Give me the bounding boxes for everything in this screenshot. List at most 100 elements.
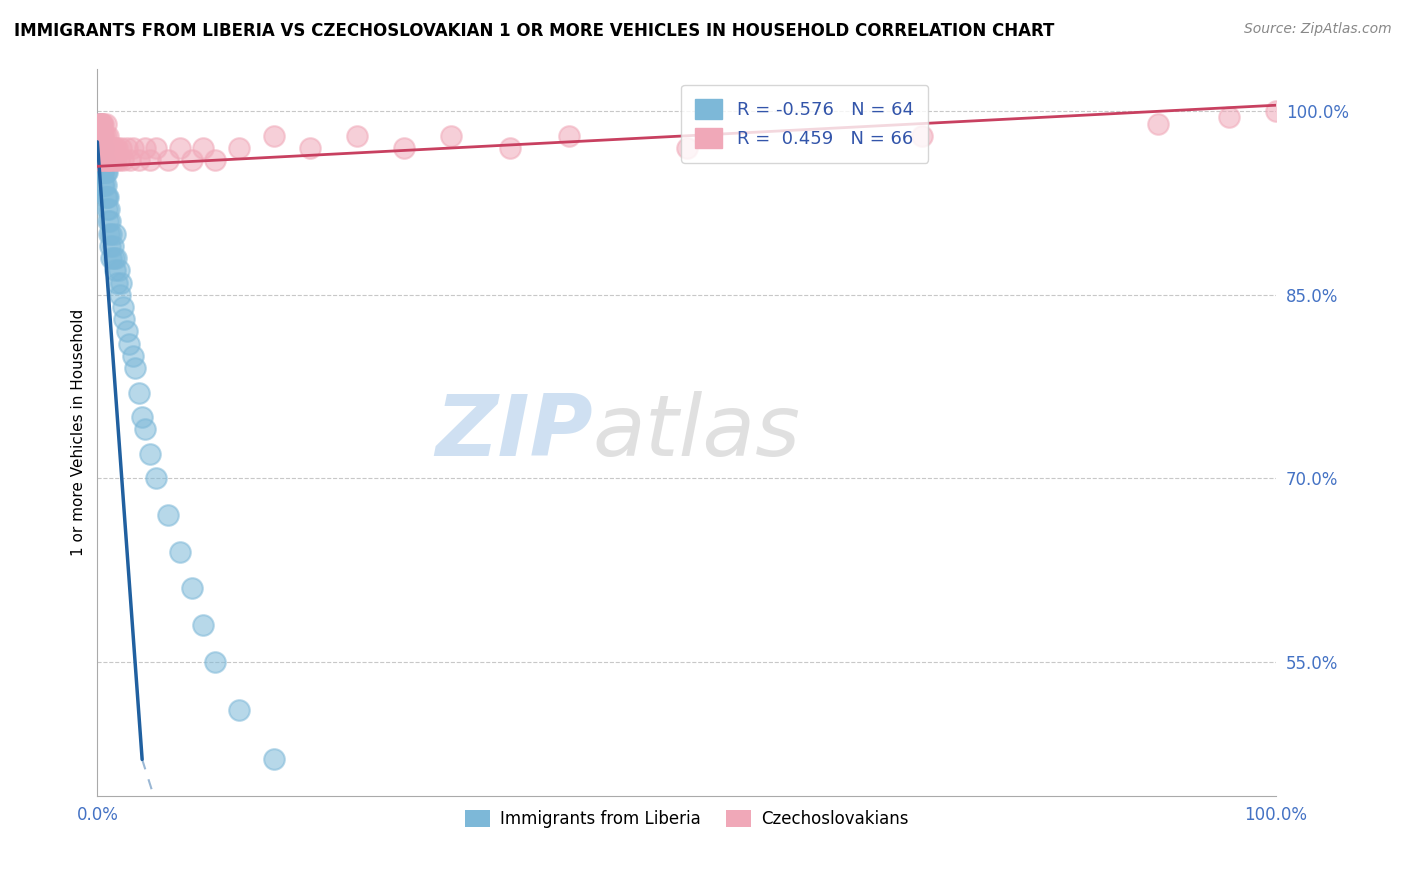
- Point: [105, 153, 128, 168]
- Point: [1147, 117, 1170, 131]
- Point: [204, 153, 226, 168]
- Point: [91, 165, 114, 179]
- Point: [87, 117, 110, 131]
- Point: [91, 141, 114, 155]
- Point: [93, 153, 115, 168]
- Point: [93, 178, 115, 192]
- Point: [98, 227, 121, 241]
- Point: [89, 128, 111, 143]
- Point: [98, 141, 121, 155]
- Point: [89, 128, 111, 143]
- Point: [298, 141, 321, 155]
- Point: [91, 153, 114, 168]
- Point: [100, 251, 122, 265]
- Point: [103, 251, 125, 265]
- Point: [97, 128, 120, 143]
- Text: Source: ZipAtlas.com: Source: ZipAtlas.com: [1244, 22, 1392, 37]
- Point: [90, 141, 112, 155]
- Point: [89, 153, 111, 168]
- Point: [90, 117, 112, 131]
- Point: [90, 165, 112, 179]
- Point: [157, 508, 180, 522]
- Point: [104, 227, 127, 241]
- Point: [128, 153, 150, 168]
- Point: [91, 128, 114, 143]
- Point: [98, 153, 121, 168]
- Point: [346, 128, 368, 143]
- Point: [90, 153, 112, 168]
- Point: [91, 141, 114, 155]
- Text: IMMIGRANTS FROM LIBERIA VS CZECHOSLOVAKIAN 1 OR MORE VEHICLES IN HOUSEHOLD CORRE: IMMIGRANTS FROM LIBERIA VS CZECHOSLOVAKI…: [14, 22, 1054, 40]
- Point: [101, 141, 124, 155]
- Point: [94, 165, 117, 179]
- Point: [91, 128, 114, 143]
- Point: [90, 117, 112, 131]
- Y-axis label: 1 or more Vehicles in Household: 1 or more Vehicles in Household: [72, 309, 86, 556]
- Point: [107, 153, 129, 168]
- Point: [558, 128, 581, 143]
- Point: [193, 141, 215, 155]
- Point: [97, 153, 120, 168]
- Point: [105, 141, 128, 155]
- Point: [103, 153, 125, 168]
- Point: [115, 325, 138, 339]
- Point: [105, 251, 128, 265]
- Point: [204, 655, 226, 669]
- Point: [97, 190, 120, 204]
- Point: [98, 141, 121, 155]
- Point: [94, 178, 117, 192]
- Point: [193, 618, 215, 632]
- Point: [90, 153, 112, 168]
- Point: [1218, 111, 1240, 125]
- Point: [228, 141, 250, 155]
- Point: [94, 190, 117, 204]
- Point: [110, 141, 132, 155]
- Point: [91, 153, 114, 168]
- Point: [96, 153, 118, 168]
- Point: [87, 117, 110, 131]
- Point: [91, 141, 114, 155]
- Point: [263, 752, 285, 766]
- Point: [98, 214, 121, 228]
- Point: [128, 385, 150, 400]
- Point: [98, 202, 121, 216]
- Legend: Immigrants from Liberia, Czechoslovakians: Immigrants from Liberia, Czechoslovakian…: [458, 804, 915, 835]
- Point: [89, 117, 111, 131]
- Point: [89, 165, 111, 179]
- Point: [145, 141, 167, 155]
- Point: [94, 128, 117, 143]
- Point: [93, 165, 115, 179]
- Point: [91, 153, 114, 168]
- Point: [499, 141, 522, 155]
- Point: [124, 361, 146, 376]
- Point: [96, 165, 118, 179]
- Point: [114, 312, 136, 326]
- Point: [134, 141, 156, 155]
- Point: [134, 422, 156, 436]
- Point: [115, 141, 138, 155]
- Point: [87, 153, 110, 168]
- Point: [91, 165, 114, 179]
- Point: [90, 128, 112, 143]
- Point: [91, 117, 114, 131]
- Point: [100, 227, 122, 241]
- Point: [87, 141, 110, 155]
- Point: [89, 141, 111, 155]
- Point: [139, 153, 162, 168]
- Point: [93, 128, 115, 143]
- Point: [90, 117, 112, 131]
- Point: [112, 300, 135, 314]
- Point: [89, 153, 111, 168]
- Point: [94, 117, 117, 131]
- Point: [180, 581, 202, 595]
- Point: [675, 141, 697, 155]
- Point: [169, 544, 191, 558]
- Point: [91, 178, 114, 192]
- Point: [1265, 104, 1288, 119]
- Point: [94, 141, 117, 155]
- Point: [180, 153, 202, 168]
- Point: [911, 128, 934, 143]
- Point: [145, 471, 167, 485]
- Point: [440, 128, 463, 143]
- Point: [169, 141, 191, 155]
